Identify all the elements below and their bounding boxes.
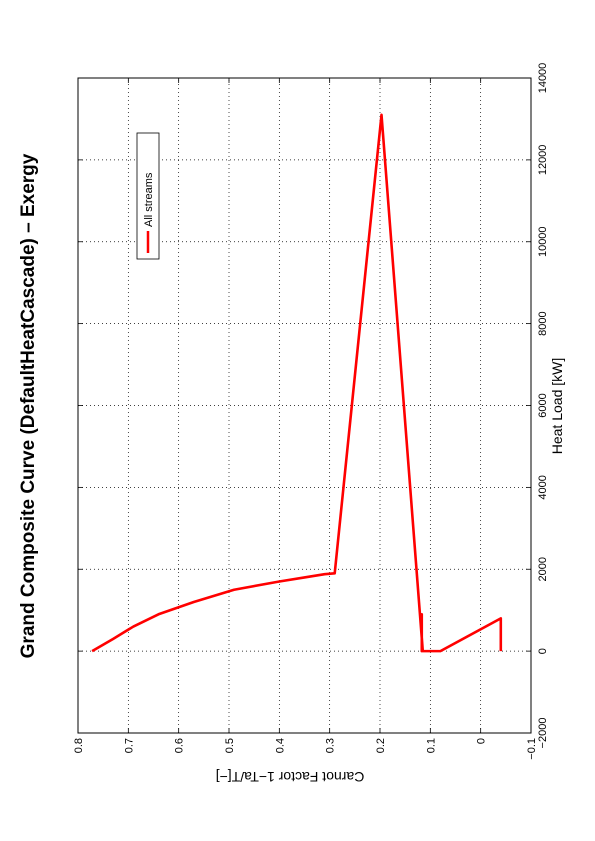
x-tick-label: 0 [537, 648, 549, 654]
tick-labels: −2000 0 2000 4000 6000 8000 10000 12000 14000 0.8… [73, 63, 549, 760]
y-tick-label: 0.3 [325, 738, 337, 753]
x-tick-label: 10000 [537, 226, 549, 257]
y-axis-label: Carnot Factor 1−Ta/T[−] [216, 769, 365, 785]
y-tick-label: 0.2 [375, 738, 387, 753]
legend: All streams [136, 132, 160, 260]
x-tick-label: −2000 [537, 718, 549, 749]
y-tick-label: 0.4 [274, 738, 286, 753]
x-tick-label: 2000 [537, 557, 549, 581]
y-tick-label: 0.8 [73, 738, 85, 753]
x-tick-label: 14000 [537, 63, 549, 94]
series-group [91, 113, 503, 653]
y-tick-label: 0.5 [224, 738, 236, 753]
y-tick-label: 0.6 [174, 738, 186, 753]
legend-box [136, 132, 160, 260]
x-tick-label: 6000 [537, 393, 549, 417]
x-axis-label: Heat Load [kW] [549, 358, 565, 455]
tick-marks [77, 77, 532, 734]
y-tick-label: −0.1 [526, 738, 538, 760]
x-tick-label: 4000 [537, 475, 549, 499]
y-tick-label: 0.1 [425, 738, 437, 753]
legend-label: All streams [143, 172, 155, 227]
x-tick-label: 8000 [537, 311, 549, 335]
series-line [91, 113, 503, 653]
y-tick-label: 0.7 [123, 738, 135, 753]
y-tick-label: 0 [476, 738, 488, 744]
chart-title: Grand Composite Curve (DefaultHeatCascad… [18, 153, 39, 658]
x-tick-label: 12000 [537, 145, 549, 176]
